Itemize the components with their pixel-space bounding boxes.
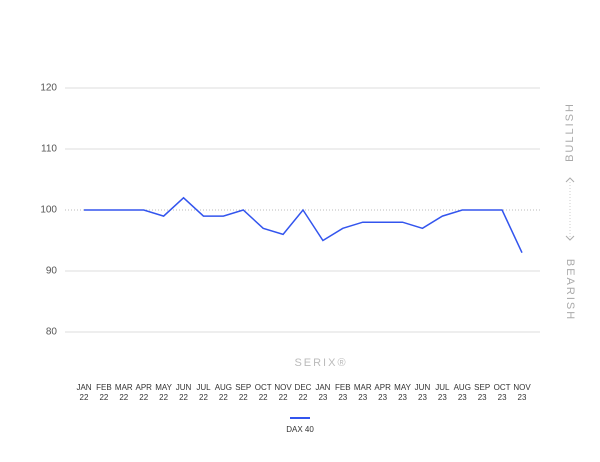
x-tick-label: JUL 22 [196,383,211,402]
legend-label: DAX 40 [286,425,314,434]
x-tick-label: SEP 22 [235,383,252,402]
x-tick-label: SEP 23 [474,383,491,402]
watermark: SERIX® [294,357,347,369]
x-tick-label: APR 22 [135,383,152,402]
x-tick-label: DEC 22 [294,383,312,402]
y-tick-label: 100 [40,205,57,216]
series-line [84,196,523,254]
y-tick-label: 120 [40,83,57,94]
x-tick-label: JAN 23 [315,383,331,402]
x-tick-label: AUG 22 [214,383,233,402]
x-tick-label: FEB 23 [335,383,351,402]
bearish-label: BEARISH [564,259,576,321]
x-tick-label: OCT 22 [254,383,272,402]
bullish-label: BULLISH [564,102,576,162]
x-tick-label: APR 23 [374,383,391,402]
x-tick-label: JAN 22 [76,383,92,402]
x-tick-label: FEB 22 [96,383,112,402]
x-tick-label: AUG 23 [453,383,471,402]
y-tick-label: 80 [46,327,58,338]
x-tick-label: MAR 23 [353,383,372,402]
x-tick-label: JUN 23 [414,383,431,402]
x-tick-label: MAY 22 [155,383,172,402]
x-tick-label: NOV 23 [513,383,531,402]
x-tick-label: JUL 23 [435,383,450,402]
y-tick-label: 90 [46,266,58,277]
y-tick-label: 110 [41,144,57,155]
up-arrow [565,177,575,183]
x-tick-label: NOV 22 [274,383,292,402]
x-tick-label: MAR 22 [114,383,133,402]
x-tick-label: JUN 22 [175,383,192,402]
x-tick-label: MAY 23 [394,383,411,402]
x-tick-label: OCT 23 [493,383,511,402]
down-arrow [565,235,575,241]
